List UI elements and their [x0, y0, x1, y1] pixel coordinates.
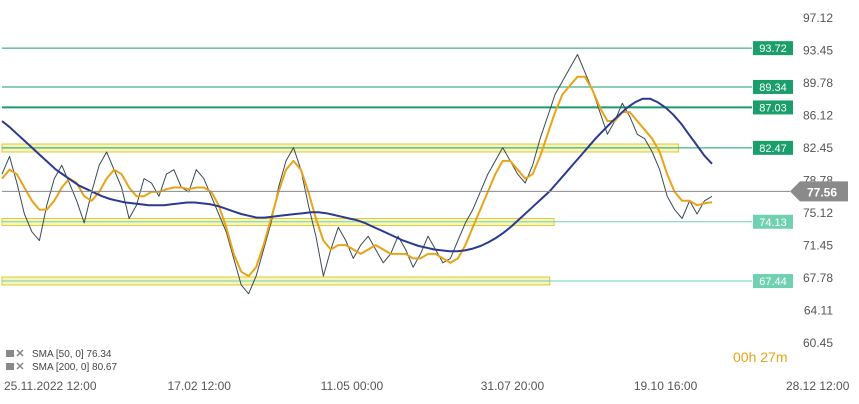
y-tick-label: 71.45: [803, 239, 833, 253]
level-badge-5: [753, 274, 793, 289]
current-price-badge: 77.56: [790, 181, 848, 202]
timer-hours: 00: [733, 349, 749, 365]
price-badge-label: 77.56: [807, 185, 837, 199]
candle-timer: 00h 27m: [733, 349, 788, 365]
series-2: [1, 97, 713, 253]
level-badge-4: [753, 214, 793, 229]
level-badge-2: [753, 100, 793, 115]
timer-minutes: 27: [760, 349, 776, 365]
level-badge-label: 87.03: [759, 102, 787, 114]
x-tick-label: 17.02 12:00: [168, 379, 232, 393]
y-tick-label: 67.78: [803, 271, 833, 285]
support-resistance-zones: [1, 143, 680, 286]
series-1: [1, 75, 713, 278]
level-badge-3: [753, 140, 793, 155]
visibility-settings-icon: [6, 349, 24, 357]
level-badge-1: [753, 79, 793, 94]
y-tick-label: 93.45: [803, 44, 833, 58]
y-tick-label: 82.45: [803, 141, 833, 155]
x-tick-label: 19.10 16:00: [634, 379, 698, 393]
level-badge-label: 67.44: [759, 276, 787, 288]
legend-entry-0: SMA [50, 0] 76.34: [32, 349, 112, 360]
y-tick-label: 89.78: [803, 76, 833, 90]
level-badge-label: 82.47: [759, 143, 787, 155]
y-tick-label: 97.12: [803, 11, 833, 25]
indicator-legend: SMA [50, 0] 76.34 SMA [200, 0] 80.67: [6, 349, 117, 373]
y-axis: 97.1293.4589.7886.1282.4578.7875.1271.45…: [803, 11, 833, 350]
y-tick-label: 64.11: [804, 304, 833, 318]
chart-series: [1, 54, 713, 295]
level-badge-0: [753, 41, 793, 56]
level-badge-label: 89.34: [759, 82, 787, 94]
level-badge-label: 74.13: [759, 217, 787, 229]
series-0: [1, 54, 713, 295]
x-tick-label: 31.07 20:00: [481, 379, 545, 393]
level-badge-label: 93.72: [759, 43, 787, 55]
timer-hours-unit: h: [748, 349, 757, 365]
y-tick-label: 86.12: [803, 109, 833, 123]
legend-entry-1: SMA [200, 0] 80.67: [32, 362, 117, 373]
visibility-settings-icon: [6, 362, 24, 370]
price-badge-shape: [790, 181, 848, 202]
y-tick-label: 75.12: [803, 206, 833, 220]
x-tick-label: 11.05 00:00: [321, 379, 384, 393]
level-badges: 93.72 89.34 87.03 82.47 74.13 67.44: [753, 41, 793, 289]
x-tick-label: 28.12 12:00: [786, 379, 850, 393]
x-axis: 25.11.2022 12:00 17.02 12:00 11.05 00:00 31…: [4, 379, 850, 393]
timer-minutes-unit: m: [775, 349, 788, 365]
y-tick-label: 60.45: [803, 336, 833, 350]
x-tick-label: 25.11.2022 12:00: [4, 379, 97, 393]
